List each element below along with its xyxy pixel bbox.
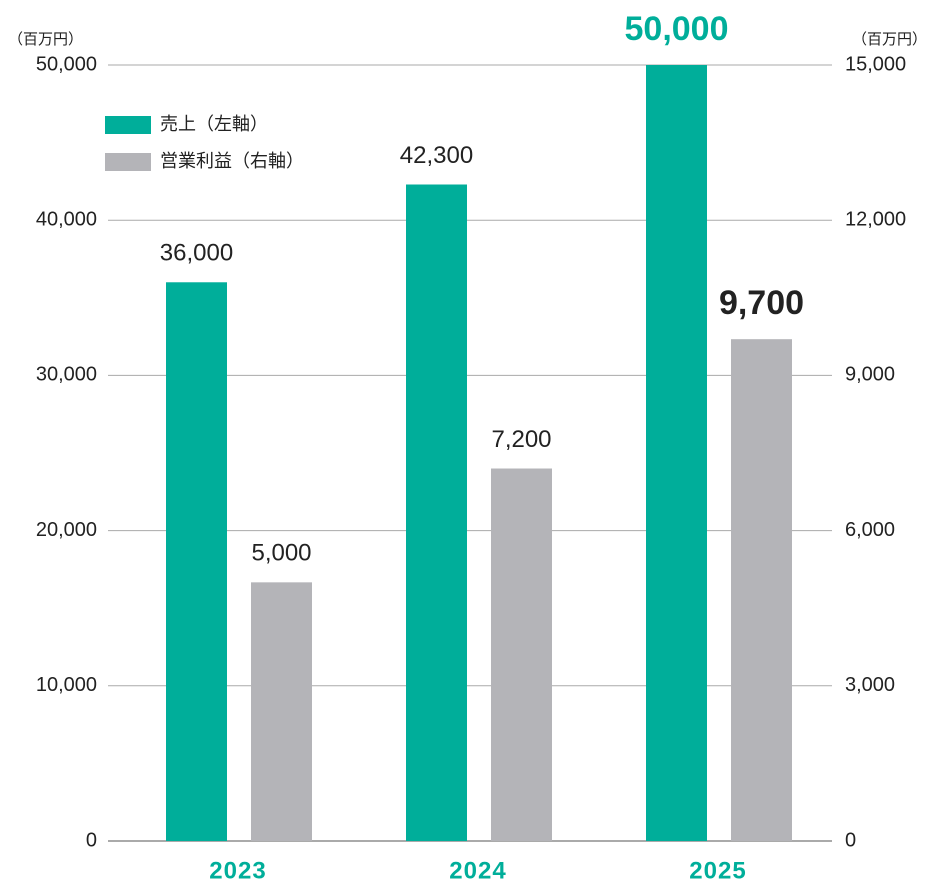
y-tick-label: 50,000: [36, 53, 97, 75]
value-label: 7,200: [491, 426, 551, 453]
value-label: 42,300: [400, 142, 473, 169]
legend-swatch: [105, 116, 151, 134]
bar: [251, 582, 312, 841]
value-label: 5,000: [251, 540, 311, 567]
legend-label: 売上（左軸）: [160, 114, 268, 134]
bar: [491, 468, 552, 841]
y2-unit: （百万円）: [852, 31, 927, 48]
y-tick-label: 0: [86, 829, 97, 851]
bar: [731, 339, 792, 841]
y-tick-label: 40,000: [36, 208, 97, 230]
y-tick-label: 30,000: [36, 364, 97, 386]
legend-label: 営業利益（右軸）: [160, 151, 304, 171]
value-label: 36,000: [160, 240, 233, 267]
y2-tick-label: 9,000: [845, 364, 895, 386]
bar: [166, 282, 227, 841]
bar: [646, 65, 707, 841]
y2-tick-label: 12,000: [845, 208, 906, 230]
legend-swatch: [105, 153, 151, 171]
bar: [406, 184, 467, 841]
y2-tick-label: 15,000: [845, 53, 906, 75]
y-unit: （百万円）: [8, 31, 83, 48]
value-label: 9,700: [719, 284, 804, 322]
y2-tick-label: 3,000: [845, 674, 895, 696]
y2-tick-label: 0: [845, 829, 856, 851]
x-tick-label: 2023: [209, 857, 266, 884]
x-tick-label: 2025: [689, 857, 746, 884]
y-tick-label: 10,000: [36, 674, 97, 696]
value-label: 50,000: [625, 10, 729, 48]
y2-tick-label: 6,000: [845, 519, 895, 541]
y-tick-label: 20,000: [36, 519, 97, 541]
x-tick-label: 2024: [449, 857, 506, 884]
